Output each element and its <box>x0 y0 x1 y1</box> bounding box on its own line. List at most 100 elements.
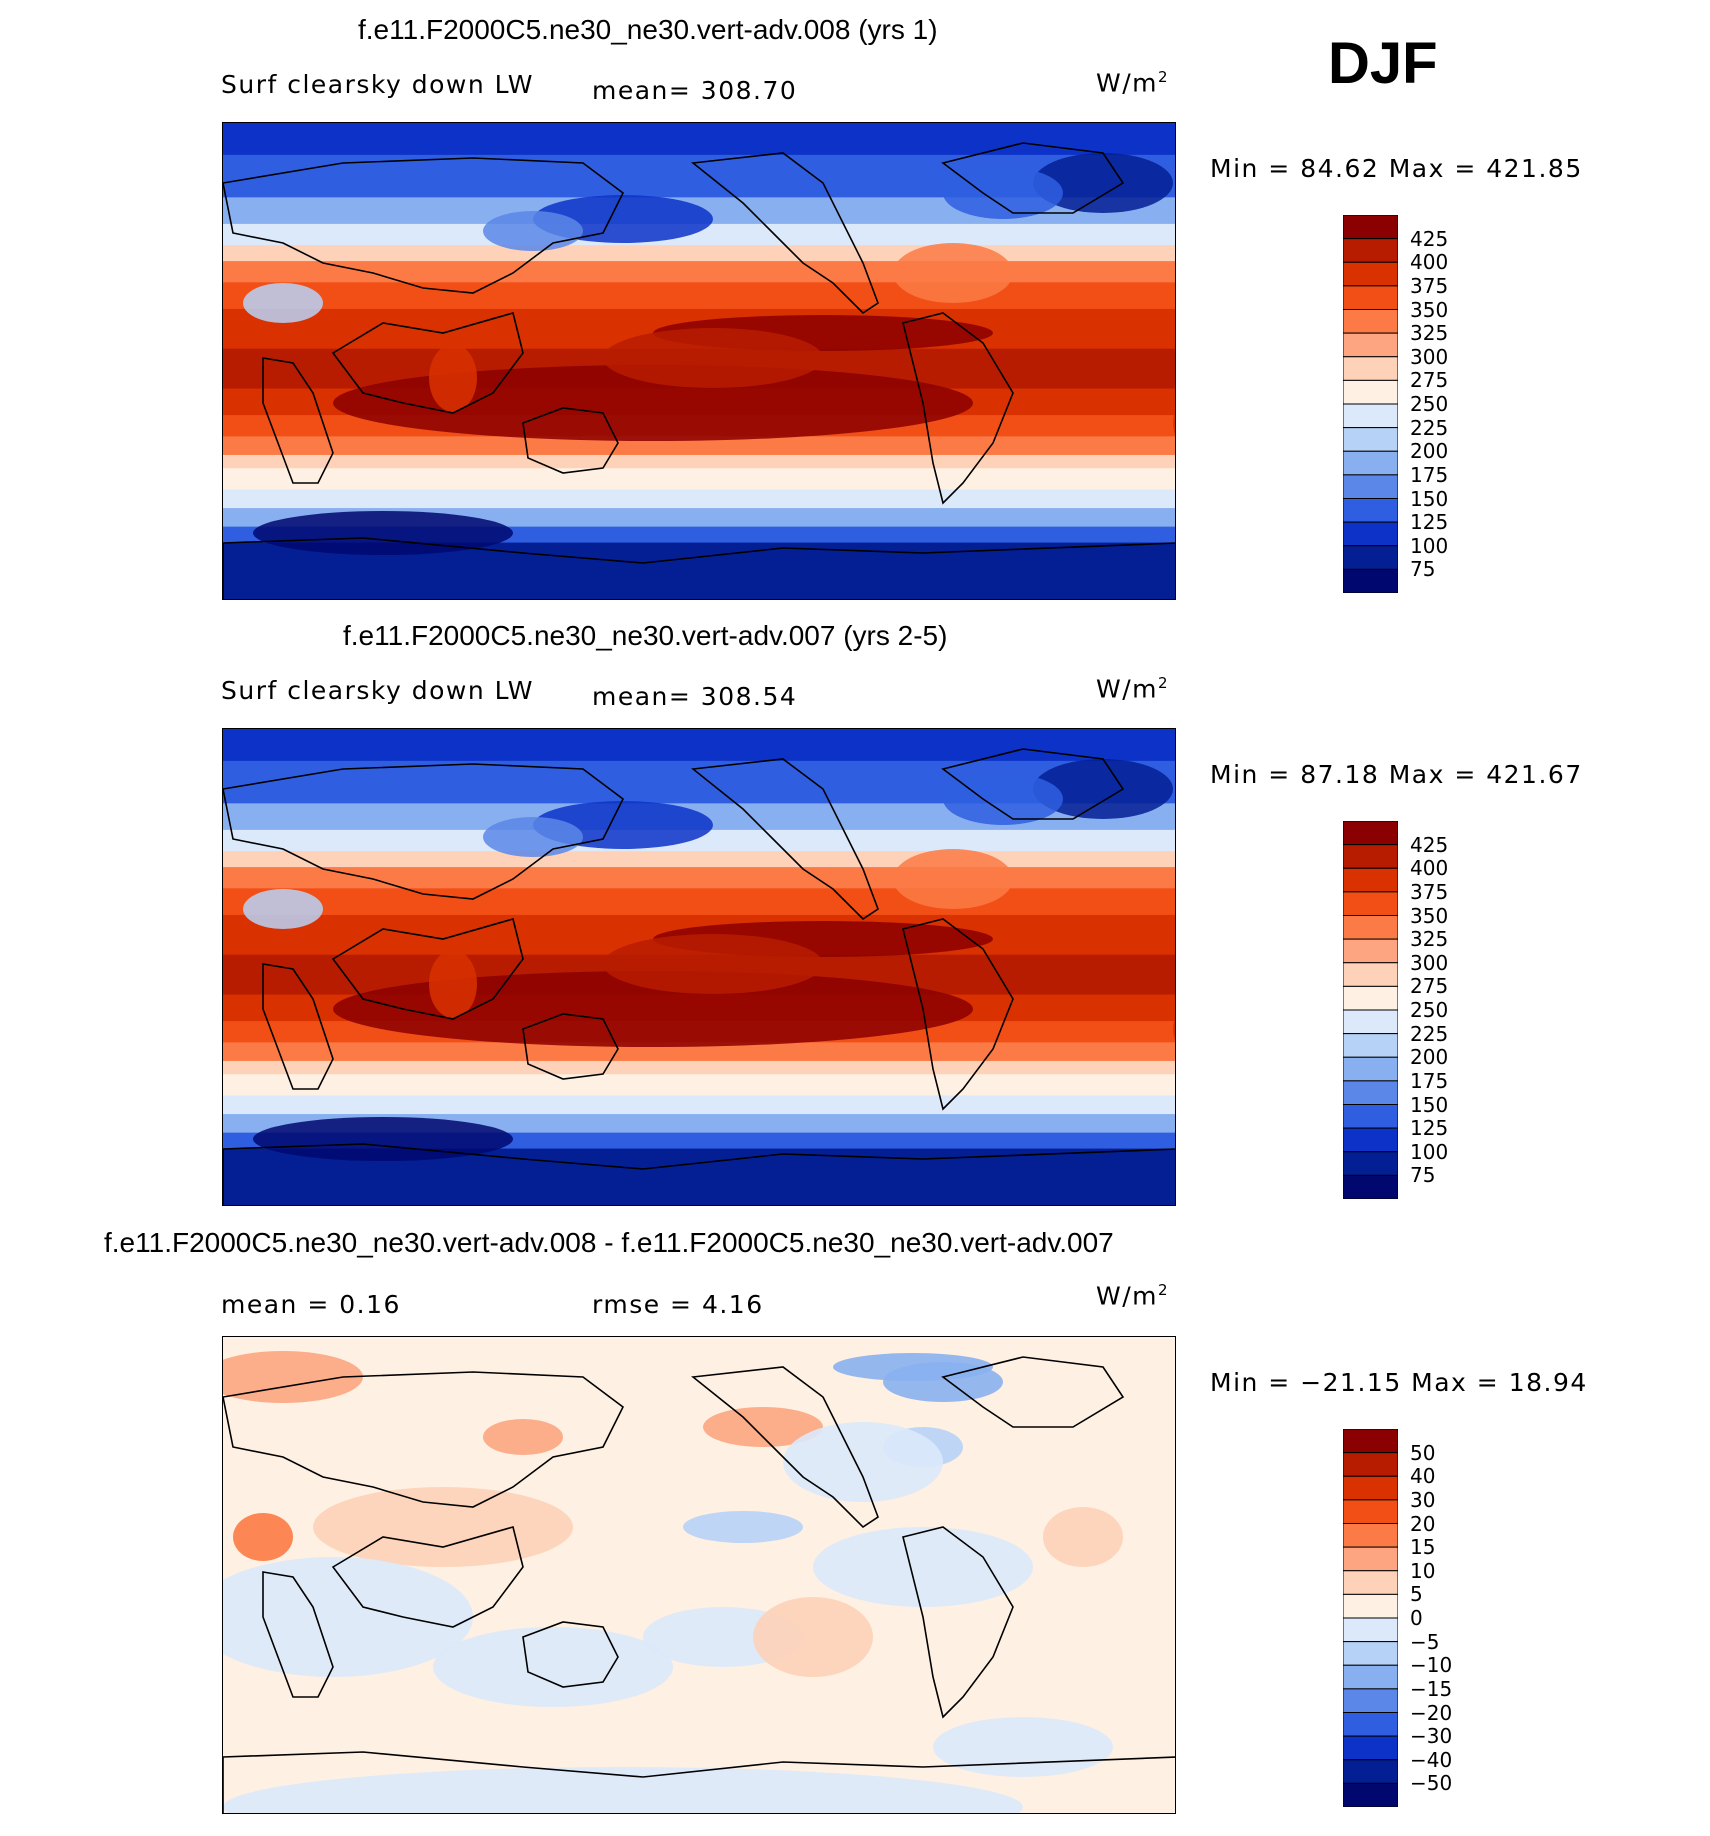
contour-region <box>703 1407 823 1447</box>
contour-band <box>223 282 1175 310</box>
contour-region <box>243 889 323 929</box>
colorbar-tick-label: 275 <box>1410 368 1449 393</box>
coastline <box>902 1526 1014 1719</box>
coastline <box>690 1366 879 1529</box>
colorbar-swatch <box>1343 427 1398 452</box>
panel1-minmax: Min = 84.62 Max = 421.85 <box>1210 154 1583 183</box>
panel1-title: f.e11.F2000C5.ne30_ne30.vert-adv.008 (yr… <box>358 14 938 45</box>
colorbar-tick-label: 225 <box>1410 415 1449 440</box>
colorbar-swatch <box>1343 521 1398 547</box>
panel1-units-base: W/m <box>1096 68 1158 98</box>
colorbar-swatch <box>1343 1475 1398 1501</box>
colorbar-tick-label: 10 <box>1410 1558 1436 1583</box>
colorbar-tick-label: 0 <box>1410 1606 1423 1630</box>
contour-region <box>753 1597 873 1677</box>
colorbar-tick-label: 425 <box>1410 226 1449 251</box>
contour-region <box>313 1487 573 1567</box>
colorbar-swatch <box>1343 238 1398 263</box>
colorbar-tick-label: 275 <box>1410 974 1449 999</box>
colorbar-tick-label: 350 <box>1410 297 1449 322</box>
panel2-units-base: W/m <box>1096 674 1158 704</box>
contour-band <box>223 468 1175 491</box>
contour-region <box>429 950 477 1018</box>
season-label: DJF <box>1328 31 1438 96</box>
contour-band <box>223 1074 1175 1097</box>
colorbar-swatch <box>1343 1009 1398 1035</box>
colorbar-swatch <box>1343 403 1398 429</box>
contour-band <box>223 851 1175 869</box>
colorbar-tick-label: 375 <box>1410 273 1449 298</box>
panel3-rmse-label: rmse = 4.16 <box>592 1290 764 1319</box>
contour-region <box>433 1627 673 1707</box>
colorbar-swatch <box>1343 1735 1398 1761</box>
contour-region <box>933 1717 1113 1777</box>
colorbar-swatch <box>1343 1056 1398 1082</box>
panel1-units-exp: 2 <box>1158 68 1170 86</box>
colorbar-tick-label: −30 <box>1410 1724 1453 1749</box>
colorbar-swatch <box>1343 821 1398 846</box>
contour-region <box>603 934 823 994</box>
contour-region <box>883 1362 1003 1402</box>
colorbar-swatch <box>1343 938 1398 964</box>
contour-band <box>223 1095 1175 1116</box>
colorbar-tick-label: 350 <box>1410 903 1449 928</box>
colorbar-swatch <box>1343 962 1398 987</box>
panel2-mean-label: mean= 308.54 <box>592 682 798 711</box>
panel2-map <box>222 728 1176 1206</box>
colorbar-tick-label: 300 <box>1410 950 1449 975</box>
coastline <box>223 1751 1175 1813</box>
coastline <box>331 918 524 1020</box>
panel3-map <box>222 1336 1176 1814</box>
panel3-units: W/m2 <box>1096 1281 1169 1310</box>
colorbar-tick-label: 150 <box>1410 486 1449 511</box>
panel2-units-exp: 2 <box>1158 674 1170 692</box>
panel1-mean-label: mean= 308.70 <box>592 76 798 105</box>
colorbar-tick-label: −10 <box>1410 1653 1453 1678</box>
coastline <box>223 1143 1175 1205</box>
colorbar-swatch <box>1343 1664 1398 1690</box>
colorbar-tick-label: 75 <box>1410 1163 1436 1188</box>
panel3-mean-label: mean = 0.16 <box>221 1290 401 1319</box>
panel1-colorbar <box>1343 215 1398 593</box>
colorbar-swatch <box>1343 891 1398 916</box>
colorbar-tick-label: 20 <box>1410 1511 1436 1536</box>
contour-region <box>1033 759 1173 819</box>
contour-band <box>223 489 1175 510</box>
contour-band <box>223 1042 1175 1062</box>
colorbar-tick-label: 325 <box>1410 927 1449 952</box>
coastline <box>262 357 334 484</box>
colorbar-swatch <box>1343 545 1398 570</box>
coastline <box>941 1356 1125 1428</box>
coastline <box>223 537 1175 599</box>
coastline <box>331 1526 524 1628</box>
contour-region <box>783 1422 943 1502</box>
contour-band <box>223 729 1175 762</box>
colorbar-tick-label: −20 <box>1410 1700 1453 1725</box>
contour-band <box>223 123 1175 156</box>
colorbar-swatch <box>1343 1712 1398 1737</box>
colorbar-tick-label: 200 <box>1410 439 1449 464</box>
coastline <box>690 758 879 921</box>
contour-region <box>893 849 1013 909</box>
colorbar-tick-label: −40 <box>1410 1747 1453 1772</box>
colorbar-swatch <box>1343 1174 1398 1199</box>
contour-band <box>223 1060 1175 1076</box>
contour-region <box>243 283 323 323</box>
contour-region <box>603 328 823 388</box>
colorbar-tick-label: 375 <box>1410 879 1449 904</box>
colorbar-swatch <box>1343 915 1398 940</box>
contour-band <box>223 223 1175 247</box>
panel2-units: W/m2 <box>1096 674 1169 703</box>
contour-band <box>223 436 1175 456</box>
colorbar-swatch <box>1343 985 1398 1011</box>
panel1-units: W/m2 <box>1096 68 1169 97</box>
colorbar-swatch <box>1343 1688 1398 1713</box>
colorbar-tick-label: 300 <box>1410 344 1449 369</box>
colorbar-tick-label: 325 <box>1410 321 1449 346</box>
colorbar-tick-label: 100 <box>1410 533 1449 558</box>
contour-region <box>223 1767 1023 1813</box>
contour-region <box>1043 1507 1123 1567</box>
panel2-title: f.e11.F2000C5.ne30_ne30.vert-adv.007 (yr… <box>343 620 948 651</box>
contour-region <box>233 1513 293 1561</box>
coastline <box>223 763 625 900</box>
